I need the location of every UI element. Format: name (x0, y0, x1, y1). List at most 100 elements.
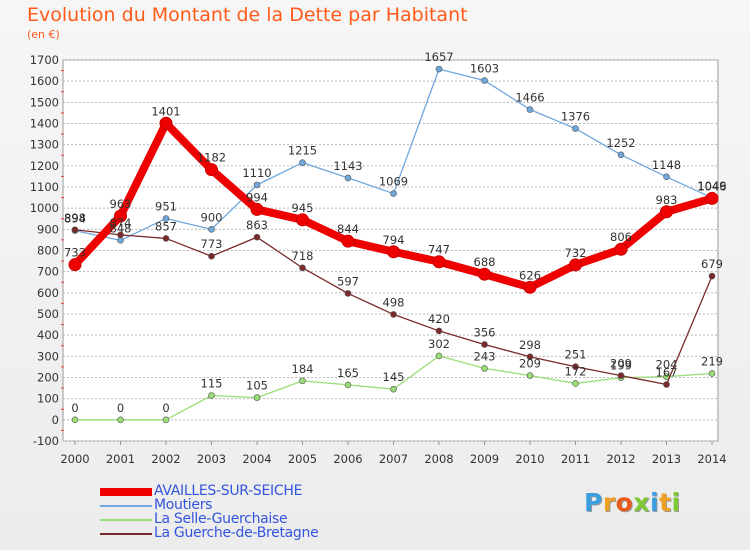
data-label: 679 (701, 257, 723, 271)
data-label: 115 (201, 376, 223, 390)
y-tick-label: 900 (37, 222, 59, 236)
data-label: 773 (201, 237, 223, 251)
data-point (344, 174, 352, 182)
data-label: 251 (565, 348, 587, 362)
data-label: 243 (474, 349, 496, 363)
legend-label: La Guerche-de-Bretagne (154, 525, 319, 541)
data-point (117, 237, 124, 244)
data-point (159, 116, 173, 130)
data-label: 1046 (697, 179, 726, 193)
data-label: 0 (162, 401, 169, 415)
data-label: 732 (565, 246, 587, 260)
data-point (162, 215, 170, 222)
logo-letter: i (671, 488, 681, 517)
data-label: 0 (71, 401, 78, 415)
data-point (481, 77, 488, 84)
data-point (299, 377, 306, 385)
y-tick-label: 500 (37, 307, 59, 321)
data-label: 219 (701, 354, 723, 368)
legend-swatch (100, 533, 152, 535)
x-tick-label: 2014 (697, 452, 726, 466)
data-label: 983 (656, 193, 678, 207)
data-point (617, 151, 625, 159)
y-tick-label: -100 (33, 434, 59, 448)
legend-label: Moutiers (154, 497, 213, 513)
logo-letter: r (602, 488, 616, 517)
data-point (117, 231, 124, 239)
data-point (705, 191, 719, 205)
data-point (572, 380, 579, 387)
data-point (299, 264, 306, 272)
y-tick-label: 1500 (30, 95, 59, 109)
y-tick-label: 1200 (30, 159, 59, 173)
data-label: 1148 (652, 158, 681, 172)
x-tick-label: 2000 (60, 452, 89, 466)
data-label: 209 (610, 357, 632, 371)
data-point (435, 352, 443, 360)
logo-letter: x (633, 488, 650, 517)
legend-swatch (100, 505, 152, 507)
data-label: 204 (656, 358, 678, 372)
y-tick-label: 1100 (30, 180, 59, 194)
data-label: 863 (246, 218, 268, 232)
data-label: 167 (656, 365, 678, 379)
data-point (523, 280, 537, 294)
data-point (390, 385, 397, 393)
y-tick-label: 400 (37, 328, 59, 342)
data-point (390, 311, 397, 318)
data-label: 1143 (333, 159, 362, 173)
data-label: 688 (474, 255, 496, 269)
data-label: 145 (383, 370, 405, 384)
data-point (708, 272, 716, 280)
data-label: 356 (474, 325, 496, 339)
y-tick-label: 1400 (30, 117, 59, 131)
data-point (387, 245, 400, 259)
data-label: 1069 (379, 175, 408, 189)
y-tick-label: 200 (37, 371, 59, 385)
y-tick-label: 1700 (30, 53, 59, 67)
logo-letter: o (615, 488, 634, 517)
data-point (208, 392, 215, 399)
data-label: 0 (117, 401, 124, 415)
y-tick-label: 800 (37, 244, 59, 258)
data-label: 1603 (470, 62, 499, 76)
logo-letter: P (584, 488, 603, 517)
data-point (253, 394, 261, 401)
y-tick-label: 700 (37, 265, 59, 279)
data-label: 894 (64, 212, 86, 226)
data-point (481, 365, 488, 372)
data-label: 1657 (424, 50, 453, 64)
data-point (250, 202, 264, 216)
data-label: 747 (428, 243, 450, 257)
x-tick-label: 2006 (333, 452, 362, 466)
x-tick-label: 2013 (652, 452, 681, 466)
data-point (208, 226, 215, 233)
data-label: 848 (110, 221, 132, 235)
data-point (435, 327, 443, 335)
legend-swatch (100, 519, 152, 521)
logo-letter: t (659, 488, 672, 517)
data-label: 209 (519, 357, 541, 371)
data-label: 302 (428, 337, 450, 351)
data-label: 733 (64, 246, 86, 260)
data-point (208, 252, 215, 260)
x-tick-label: 2008 (424, 452, 453, 466)
data-label: 844 (337, 222, 359, 236)
data-point (71, 416, 79, 424)
legend-swatch (100, 488, 152, 496)
data-label: 597 (337, 274, 359, 288)
data-label: 1376 (561, 110, 590, 124)
data-label: 105 (246, 379, 268, 393)
data-point (660, 205, 673, 219)
data-label: 857 (155, 219, 177, 233)
x-tick-label: 2010 (515, 452, 544, 466)
legend-label: AVAILLES-SUR-SEICHE (154, 483, 303, 499)
chart-unit: (en €) (27, 28, 60, 41)
data-label: 718 (292, 249, 314, 263)
data-label: 951 (155, 200, 177, 214)
data-label: 165 (337, 366, 359, 380)
data-label: 994 (246, 190, 268, 204)
data-label: 806 (610, 230, 632, 244)
